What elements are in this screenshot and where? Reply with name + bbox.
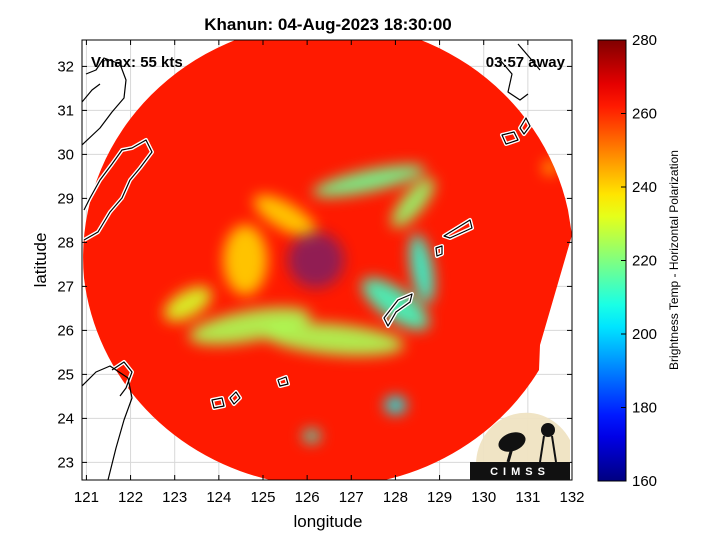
x-tick-label: 131 bbox=[515, 489, 540, 506]
colorbar-ticks: 160 180 200 220 240 260 280 bbox=[621, 32, 657, 490]
y-tick-label: 24 bbox=[57, 410, 74, 427]
convective-spot bbox=[384, 396, 407, 415]
x-axis-ticks: 121 122 123 124 125 126 127 128 129 130 131 132 bbox=[74, 40, 585, 506]
y-tick-label: 27 bbox=[57, 278, 74, 295]
storm-eye bbox=[287, 232, 344, 288]
x-tick-label: 124 bbox=[206, 489, 231, 506]
y-tick-label: 31 bbox=[57, 102, 74, 119]
x-tick-label: 126 bbox=[295, 489, 320, 506]
rainband-segment bbox=[164, 286, 212, 322]
x-axis-label: longitude bbox=[293, 512, 362, 531]
tower-leg-left bbox=[539, 435, 545, 463]
vmax-label: Vmax: 55 kts bbox=[91, 54, 183, 71]
x-tick-label: 129 bbox=[427, 489, 452, 506]
y-tick-label: 32 bbox=[57, 58, 74, 75]
x-tick-label: 130 bbox=[471, 489, 496, 506]
y-tick-label: 23 bbox=[57, 454, 74, 471]
tower-leg-right bbox=[551, 435, 557, 463]
logo-bar bbox=[470, 462, 570, 480]
rainband-segment bbox=[312, 164, 426, 197]
x-tick-label: 132 bbox=[559, 489, 584, 506]
y-tick-label: 26 bbox=[57, 322, 74, 339]
dish-support bbox=[506, 447, 514, 463]
x-tick-label: 128 bbox=[383, 489, 408, 506]
logo-text: CIMSS bbox=[490, 466, 550, 478]
y-tick-label: 28 bbox=[57, 234, 74, 251]
colorbar-tick-label: 240 bbox=[632, 179, 657, 196]
y-axis-label: latitude bbox=[31, 233, 50, 288]
time-away-label: 03:57 away bbox=[486, 54, 566, 71]
colorbar-label: Brightness Temp - Horizontal Polarizatio… bbox=[667, 150, 681, 370]
convective-bands bbox=[164, 161, 557, 443]
colorbar-tick-label: 200 bbox=[632, 326, 657, 343]
cimss-logo: CIMSS bbox=[470, 412, 570, 480]
rainband-segment bbox=[253, 194, 317, 238]
x-tick-label: 125 bbox=[250, 489, 275, 506]
y-axis-ticks: 23 24 25 26 27 28 29 30 31 32 bbox=[57, 58, 572, 471]
x-tick-label: 123 bbox=[162, 489, 187, 506]
y-tick-label: 29 bbox=[57, 190, 74, 207]
rainband-segment bbox=[223, 224, 268, 296]
rainband-segment bbox=[409, 233, 435, 304]
colorbar-tick-label: 180 bbox=[632, 400, 657, 417]
rainband-segment bbox=[391, 178, 435, 228]
convective-spot bbox=[302, 429, 321, 443]
chart-title: Khanun: 04-Aug-2023 18:30:00 bbox=[204, 15, 452, 34]
y-tick-label: 25 bbox=[57, 366, 74, 383]
y-tick-label: 30 bbox=[57, 146, 74, 163]
microwave-swath bbox=[83, 40, 572, 480]
rainband-segment bbox=[263, 322, 404, 356]
colorbar-tick-label: 160 bbox=[632, 473, 657, 490]
x-tick-label: 121 bbox=[74, 489, 99, 506]
axes-frame bbox=[81, 39, 573, 481]
x-tick-label: 122 bbox=[118, 489, 143, 506]
x-tick-label: 127 bbox=[339, 489, 364, 506]
satellite-dish-icon bbox=[498, 432, 526, 452]
rainband-segment bbox=[188, 307, 311, 345]
colorbar-tick-label: 260 bbox=[632, 106, 657, 123]
colorbar-tick-label: 220 bbox=[632, 253, 657, 270]
coastlines bbox=[82, 43, 541, 480]
water-tower-icon bbox=[541, 423, 555, 437]
colorbar-tick-label: 280 bbox=[632, 32, 657, 49]
